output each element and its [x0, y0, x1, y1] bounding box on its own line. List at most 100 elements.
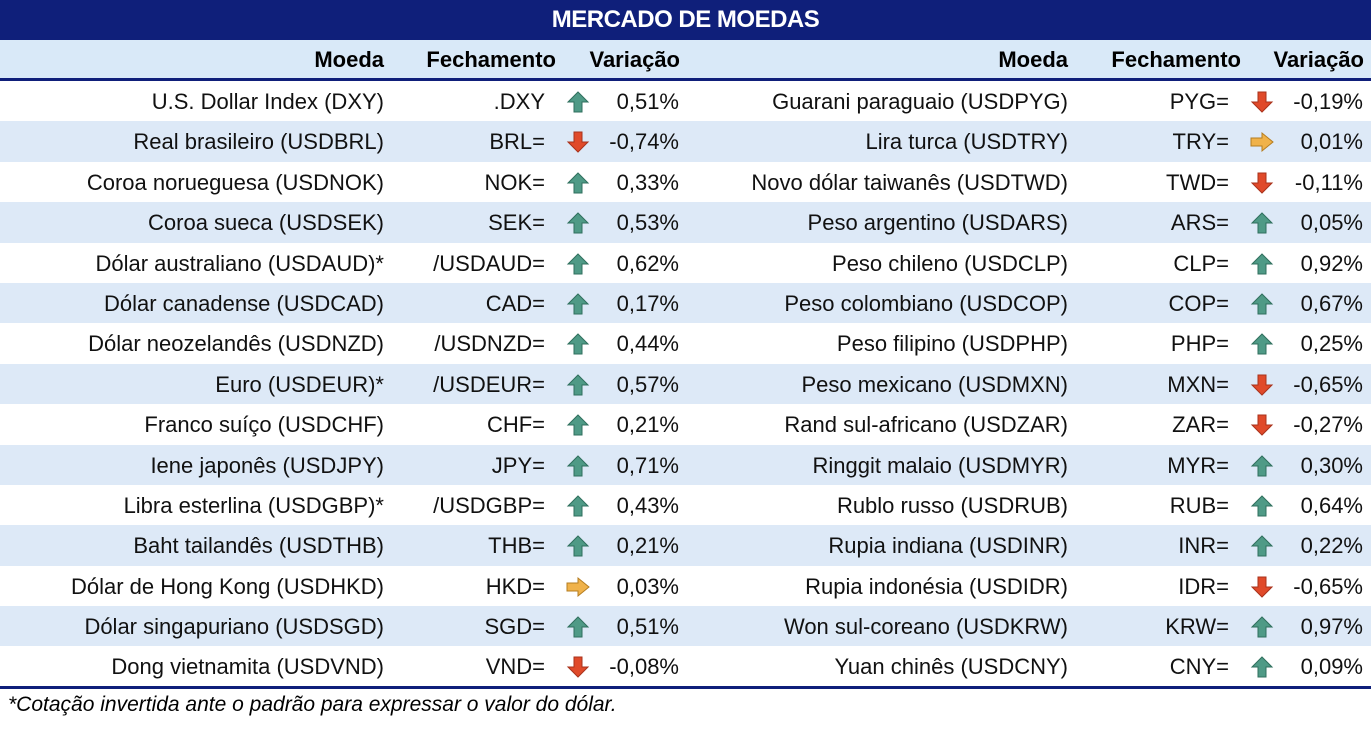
- ric-code-right: TWD=: [1166, 169, 1229, 195]
- ric-code-left: HKD=: [485, 573, 545, 599]
- ric-code-right: RUB=: [1169, 492, 1229, 518]
- up-arrow-icon: [1250, 454, 1274, 477]
- change-value-left: 0,53%: [616, 210, 679, 236]
- table-row: Dólar singapuriano (USDSGD) SGD= 0,51% Won …: [0, 606, 1371, 647]
- up-arrow-icon: [566, 91, 590, 113]
- table-row: Real brasileiro (USDBRL) BRL= -0,74% Lira t…: [0, 121, 1371, 162]
- header-currency-right: Moeda: [998, 47, 1068, 72]
- currency-name-left: Dong vietnamita (USDVND): [111, 654, 384, 680]
- ric-code-right: PYG=: [1169, 89, 1229, 114]
- change-value-right: 0,92%: [1300, 250, 1363, 276]
- change-value-right: 0,67%: [1300, 290, 1363, 316]
- table-title: MERCADO DE MOEDAS: [0, 0, 1371, 40]
- change-value-left: 0,21%: [616, 412, 679, 438]
- up-arrow-icon: [566, 374, 590, 396]
- currency-name-left: Libra esterlina (USDGBP)*: [123, 492, 384, 518]
- ric-code-left: CAD=: [485, 290, 545, 316]
- change-value-left: 0,21%: [616, 533, 679, 559]
- down-arrow-icon: [1250, 576, 1274, 598]
- up-arrow-icon: [566, 333, 590, 355]
- ric-code-left: SEK=: [488, 210, 545, 236]
- change-value-right: -0,19%: [1293, 89, 1363, 114]
- down-arrow-icon: [566, 656, 590, 679]
- currency-name-right: Lira turca (USDTRY): [865, 129, 1068, 155]
- up-arrow-icon: [1250, 333, 1274, 355]
- ric-code-left: CHF=: [486, 412, 545, 438]
- change-value-left: -0,08%: [609, 654, 679, 680]
- currency-name-right: Guarani paraguaio (USDPYG): [772, 89, 1068, 114]
- ric-code-right: IDR=: [1178, 573, 1229, 599]
- currency-name-left: Dólar neozelandês (USDNZD): [88, 331, 384, 357]
- table-row: Coroa sueca (USDSEK) SEK= 0,53% Peso argent…: [0, 202, 1371, 243]
- table-row: Euro (USDEUR)* /USDEUR= 0,57% Peso mexicano…: [0, 363, 1371, 405]
- down-arrow-icon: [1250, 414, 1274, 436]
- change-value-left: 0,03%: [616, 573, 679, 599]
- ric-code-right: ARS=: [1170, 210, 1229, 236]
- ric-code-right: CLP=: [1173, 250, 1229, 276]
- ric-code-left: /USDNZD=: [434, 331, 545, 357]
- currency-name-right: Won sul-coreano (USDKRW): [783, 614, 1068, 640]
- currency-name-right: Rand sul-africano (USDZAR): [784, 412, 1068, 438]
- change-value-left: 0,57%: [616, 371, 679, 397]
- ric-code-right: COP=: [1168, 290, 1229, 316]
- change-value-right: 0,64%: [1300, 492, 1363, 518]
- ric-code-left: /USDGBP=: [433, 492, 545, 518]
- header-close-right: Fechamento: [1111, 47, 1241, 72]
- currency-name-right: Yuan chinês (USDCNY): [834, 654, 1068, 680]
- up-arrow-icon: [1250, 495, 1274, 517]
- ric-code-left: THB=: [488, 533, 545, 559]
- change-value-left: -0,74%: [609, 129, 679, 155]
- up-arrow-icon: [566, 414, 590, 436]
- ric-code-left: BRL=: [489, 129, 545, 155]
- up-arrow-icon: [566, 454, 590, 477]
- table-row: Dong vietnamita (USDVND) VND= -0,08% Yuan c…: [0, 646, 1371, 686]
- down-arrow-icon: [566, 131, 590, 154]
- bottom-rule: [0, 686, 1371, 689]
- currency-name-right: Rupia indonésia (USDIDR): [805, 573, 1068, 599]
- up-arrow-icon: [566, 535, 590, 557]
- change-value-right: -0,65%: [1293, 573, 1363, 599]
- up-arrow-icon: [1250, 252, 1274, 275]
- currency-name-right: Rupia indiana (USDINR): [828, 533, 1068, 559]
- currency-name-left: Real brasileiro (USDBRL): [133, 129, 384, 155]
- change-value-right: 0,01%: [1300, 129, 1363, 155]
- ric-code-right: ZAR=: [1172, 412, 1229, 438]
- table-row: U.S. Dollar Index (DXY) .DXY 0,51% Guarani …: [0, 81, 1371, 121]
- change-value-left: 0,51%: [616, 614, 679, 640]
- currency-name-right: Novo dólar taiwanês (USDTWD): [751, 169, 1068, 195]
- ric-code-left: SGD=: [484, 614, 545, 640]
- header-close-left: Fechamento: [426, 47, 556, 72]
- table-row: Libra esterlina (USDGBP)* /USDGBP= 0,43% Ru…: [0, 485, 1371, 525]
- change-value-left: 0,62%: [616, 250, 679, 276]
- table-row: Dólar neozelandês (USDNZD) /USDNZD= 0,44% P…: [0, 323, 1371, 363]
- change-value-left: 0,51%: [616, 89, 679, 114]
- currency-name-left: Baht tailandês (USDTHB): [133, 533, 384, 559]
- up-arrow-icon: [566, 495, 590, 517]
- ric-code-left: VND=: [485, 654, 545, 680]
- table-row: Franco suíço (USDCHF) CHF= 0,21% Rand sul-a…: [0, 404, 1371, 444]
- currency-name-right: Peso argentino (USDARS): [807, 210, 1068, 236]
- header-change-left: Variação: [589, 47, 680, 72]
- ric-code-right: CNY=: [1169, 654, 1229, 680]
- currency-name-left: Dólar de Hong Kong (USDHKD): [70, 573, 384, 599]
- up-arrow-icon: [1250, 535, 1274, 557]
- currency-name-right: Peso chileno (USDCLP): [832, 250, 1068, 276]
- table-row: Baht tailandês (USDTHB) THB= 0,21% Rupia in…: [0, 525, 1371, 566]
- change-value-right: 0,22%: [1300, 533, 1363, 559]
- ric-code-left: /USDEUR=: [433, 371, 545, 397]
- up-arrow-icon: [566, 212, 590, 234]
- change-value-left: 0,17%: [616, 290, 679, 316]
- ric-code-left: /USDAUD=: [433, 250, 545, 276]
- change-value-right: -0,65%: [1293, 371, 1363, 397]
- change-value-right: 0,25%: [1300, 331, 1363, 357]
- footnote: *Cotação invertida ante o padrão para ex…: [8, 693, 617, 716]
- change-value-right: -0,27%: [1293, 412, 1363, 438]
- table-row: Dólar de Hong Kong (USDHKD) HKD= 0,03% Rupi…: [0, 566, 1371, 606]
- down-arrow-icon: [1250, 374, 1274, 396]
- ric-code-right: KRW=: [1165, 614, 1229, 640]
- change-value-right: 0,09%: [1300, 654, 1363, 680]
- change-value-right: 0,30%: [1300, 452, 1363, 478]
- currency-name-right: Peso mexicano (USDMXN): [801, 371, 1068, 397]
- ric-code-left: JPY=: [491, 452, 545, 478]
